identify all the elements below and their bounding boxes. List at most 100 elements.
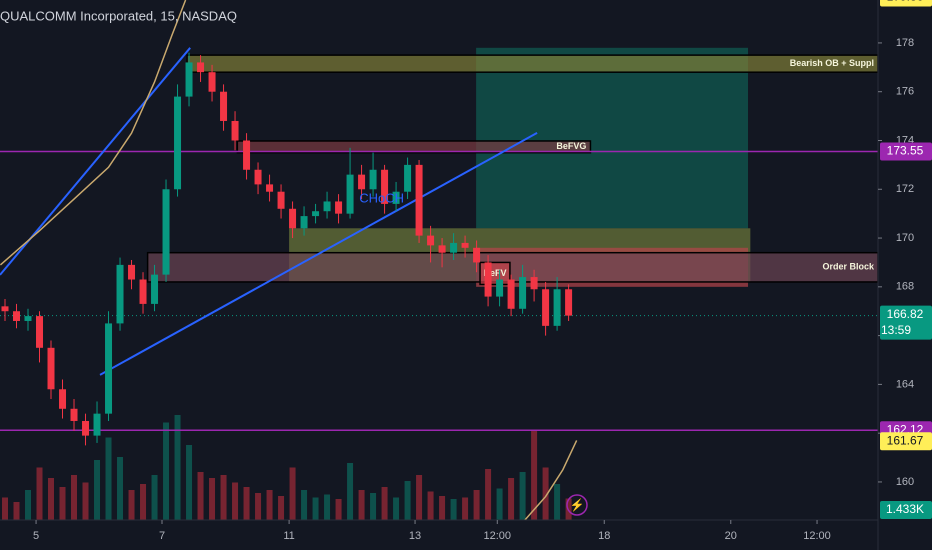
volume-bar [220,475,227,520]
volume-bar [71,475,78,520]
price-tag-label: 179.86 [887,0,924,4]
price-tag-label: 161.67 [887,433,924,447]
volume-bar [255,493,262,520]
y-tick-label: 170 [896,232,914,244]
candle-body [162,189,170,275]
volume-bar [140,484,147,520]
candle-body [197,62,205,73]
price-tag-label: 173.55 [887,144,924,158]
candle-body [105,323,113,414]
volume-bar [186,445,193,520]
candle-body [243,140,251,170]
candle-body [185,62,193,97]
candle-body [358,174,366,190]
volume-bar [542,467,549,520]
price-tag [880,142,932,161]
candle-body [484,262,492,297]
y-tick-label: 176 [896,86,914,98]
volume-bar [94,460,101,520]
candle-body [312,211,320,217]
volume-bar [2,497,9,520]
x-tick-label: 12:00 [484,530,512,542]
candle-body [392,191,400,204]
candle-body [323,201,331,212]
x-tick-label: 12:00 [803,530,831,542]
volume-bar [59,487,66,520]
volume-bar [174,415,181,520]
candle-body [542,289,550,326]
y-tick-label: 178 [896,37,914,49]
price-axis [878,0,932,550]
candle-body [565,289,573,316]
candle-body [59,389,67,409]
candle-body [335,201,343,214]
candle-body [70,408,78,421]
candle-body [415,164,423,236]
volume-bar [427,491,434,520]
candle-body [404,164,412,192]
volume-bar [48,478,55,520]
volume-bar [128,490,135,520]
candle-body [220,91,228,121]
volume-bar [439,496,446,520]
candle-body [473,247,481,263]
volume-bar [36,467,43,520]
candle-body [300,216,308,229]
candle-body [346,174,354,214]
volume-bar [473,490,480,520]
y-tick-label: 172 [896,183,914,195]
zone-label: Order Block [822,262,875,272]
volume-bar [508,478,515,520]
volume-bar [393,497,400,520]
candle-body [82,420,90,436]
price-tag-label: 166.82 [887,307,924,321]
zone-label: BeFV [483,268,506,278]
price-tag [880,0,932,7]
candle-body [530,277,538,290]
x-tick-label: 7 [159,530,165,542]
volume-bar [485,469,492,520]
zone [146,251,878,283]
zone-label: BeFVG [556,141,586,151]
alert-icon[interactable] [566,494,588,516]
candle-body [93,413,101,436]
volume-bar [82,482,89,520]
volume-bar [404,481,411,520]
volume-bar [335,499,342,520]
candle-body [128,264,136,280]
volume-bar [519,472,526,520]
candle-body [13,311,21,321]
volume-bar [289,467,296,520]
candle-body [254,169,262,185]
volume-bar [117,457,124,520]
volume-bar [197,472,204,520]
candle-body [461,242,469,248]
candle-body [369,169,377,190]
y-tick-label: 160 [896,476,914,488]
volume-bar [13,502,20,520]
volume-bar [163,422,170,520]
candle-body [174,96,182,190]
volume-bar [462,497,469,520]
volume-bar [381,487,388,520]
volume-bar [370,493,377,520]
candle-body [450,242,458,253]
candle-body [438,245,446,253]
volume-bar [301,490,308,520]
candle-body [1,306,9,312]
volume-bar [232,482,239,520]
trendline [99,132,538,376]
candle-body [519,277,527,309]
candle-body [208,72,216,92]
chart-title: QUALCOMM Incorporated, 15, NASDAQ [0,8,237,23]
candle-body [36,316,44,348]
volume-bar [243,487,250,520]
alert-bolt[interactable]: ⚡ [570,498,585,512]
moving-average [0,0,578,520]
volume-bar [278,496,285,520]
candle-body [427,235,435,246]
candle-body [151,274,159,304]
volume-bar [105,437,112,520]
